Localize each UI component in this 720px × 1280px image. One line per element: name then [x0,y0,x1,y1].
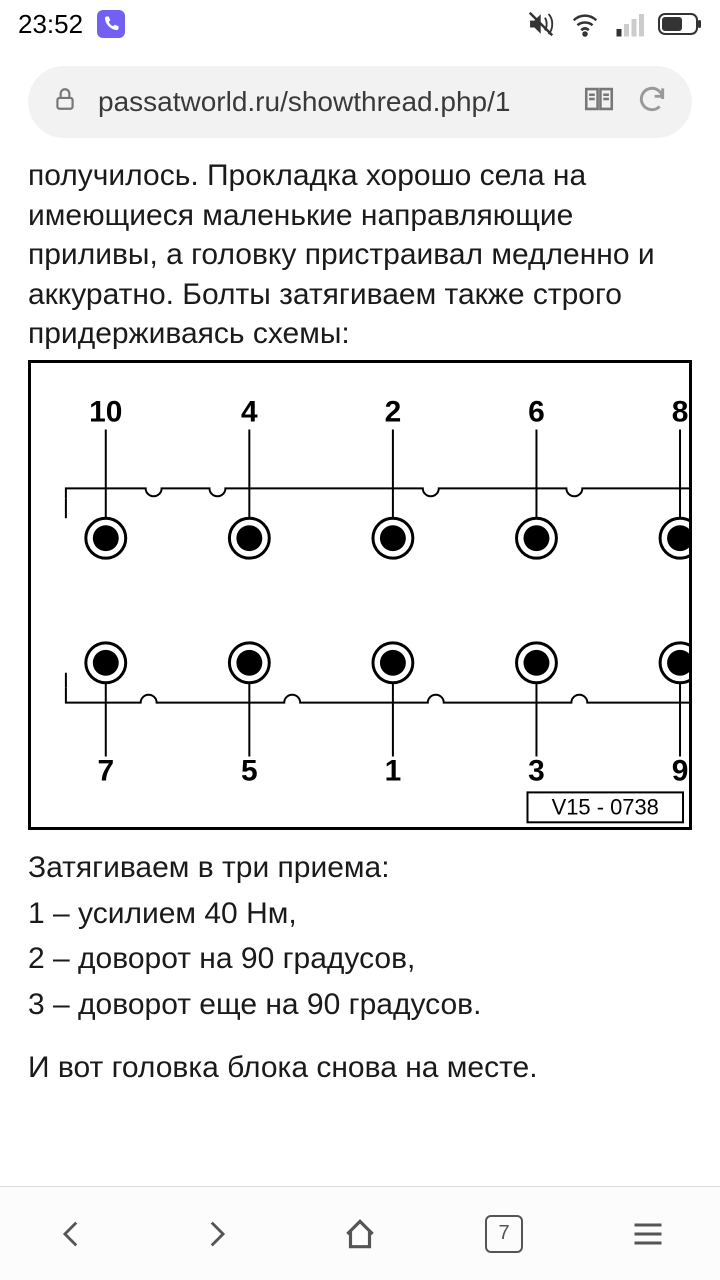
browser-nav: 7 [0,1186,720,1280]
battery-icon [658,13,702,35]
url-text: passatworld.ru/showthread.php/1 [98,86,562,118]
signal-icon [614,9,644,39]
status-bar: 23:52 [0,0,720,48]
svg-text:10: 10 [89,395,122,428]
status-right [526,9,702,39]
body-text-1: получилось. Прокладка хорошо села на име… [28,156,692,354]
svg-text:2: 2 [385,395,402,428]
back-button[interactable] [44,1206,100,1262]
forward-button[interactable] [188,1206,244,1262]
svg-text:V15 - 0738: V15 - 0738 [552,794,659,819]
tabs-button[interactable]: 7 [476,1206,532,1262]
page-content[interactable]: получилось. Прокладка хорошо села на име… [0,148,720,1186]
status-time: 23:52 [18,9,83,40]
url-bar-wrap: passatworld.ru/showthread.php/1 [0,48,720,148]
mute-icon [526,9,556,39]
status-left: 23:52 [18,9,125,40]
step-3: 3 – доворот еще на 90 градусов. [28,985,692,1025]
step-2: 2 – доворот на 90 градусов, [28,939,692,979]
wifi-icon [570,9,600,39]
torque-steps: Затягиваем в три приема: 1 – усилием 40 … [28,848,692,1024]
reader-icon[interactable] [582,82,616,123]
home-button[interactable] [332,1206,388,1262]
steps-title: Затягиваем в три приема: [28,848,692,888]
svg-text:9: 9 [672,754,689,787]
viber-icon [97,10,125,38]
reload-icon[interactable] [636,83,668,122]
lock-icon [52,86,78,119]
svg-text:3: 3 [528,754,545,787]
svg-text:8: 8 [672,395,689,428]
tab-count: 7 [498,1222,509,1245]
svg-text:6: 6 [528,395,545,428]
svg-text:5: 5 [241,754,258,787]
menu-button[interactable] [620,1206,676,1262]
svg-text:1: 1 [385,754,402,787]
svg-text:4: 4 [241,395,258,428]
body-text-2: И вот головка блока снова на месте. [28,1048,692,1088]
step-1: 1 – усилием 40 Нм, [28,894,692,934]
svg-text:7: 7 [97,754,114,787]
url-bar[interactable]: passatworld.ru/showthread.php/1 [28,66,692,138]
bolt-diagram: 10 7 4 5 2 1 6 3 8 9 V15 - 0738 [28,360,692,830]
